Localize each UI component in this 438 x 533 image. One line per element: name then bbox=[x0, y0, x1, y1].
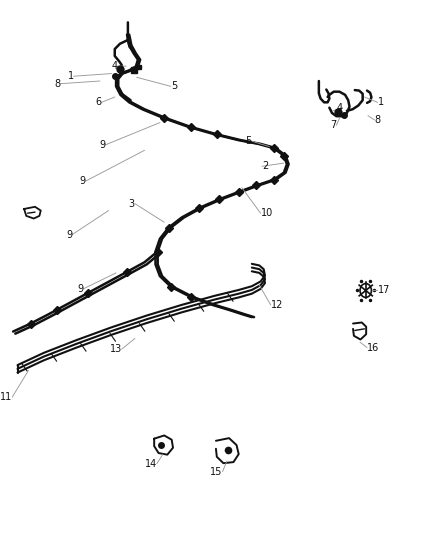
Text: 4: 4 bbox=[111, 61, 117, 71]
Text: 11: 11 bbox=[0, 392, 12, 402]
Text: 3: 3 bbox=[129, 199, 135, 208]
Text: 6: 6 bbox=[95, 98, 102, 107]
Text: 12: 12 bbox=[271, 300, 283, 310]
Text: 5: 5 bbox=[171, 82, 177, 91]
Text: 15: 15 bbox=[210, 467, 223, 477]
Text: 9: 9 bbox=[77, 284, 83, 294]
Text: 8: 8 bbox=[374, 115, 381, 125]
Text: 1: 1 bbox=[67, 71, 74, 81]
Text: 8: 8 bbox=[54, 79, 60, 88]
Text: 1: 1 bbox=[378, 98, 384, 107]
Text: 14: 14 bbox=[145, 459, 157, 469]
Text: 4: 4 bbox=[336, 103, 343, 112]
Text: 5: 5 bbox=[246, 136, 252, 146]
Text: 16: 16 bbox=[367, 343, 379, 352]
Text: 10: 10 bbox=[261, 208, 273, 218]
Text: 9: 9 bbox=[79, 176, 85, 186]
Text: 13: 13 bbox=[110, 344, 122, 354]
Text: 9: 9 bbox=[66, 230, 72, 239]
Text: 17: 17 bbox=[378, 286, 390, 295]
Text: 7: 7 bbox=[330, 120, 336, 130]
Text: 9: 9 bbox=[99, 140, 105, 150]
Text: 2: 2 bbox=[262, 161, 268, 171]
